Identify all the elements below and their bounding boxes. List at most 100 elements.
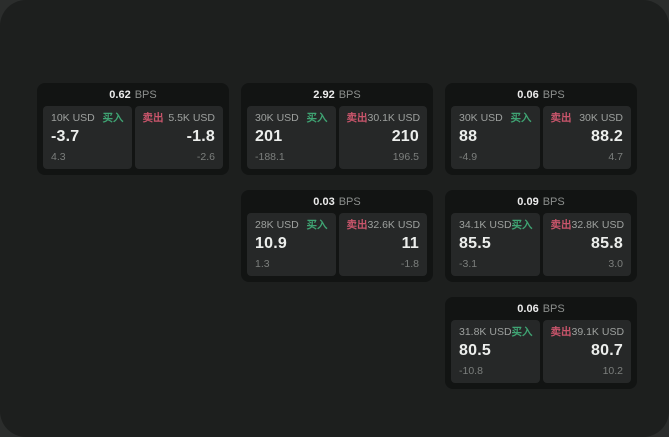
buy-side-label[interactable]: 买入 [102, 112, 124, 124]
buy-tile-header: 34.1K USD 买入 [459, 219, 533, 231]
buy-amount: 31.8K USD [459, 326, 512, 338]
sell-amount: 32.6K USD [367, 219, 421, 231]
spread-header: 2.92 BPS [241, 83, 433, 106]
spread-value: 0.09 [517, 196, 539, 208]
buy-change: -188.1 [255, 150, 285, 163]
buy-side-label[interactable]: 买入 [511, 326, 533, 338]
buy-change: -10.8 [459, 364, 483, 377]
sell-price: 210 [391, 127, 419, 145]
buy-side-label[interactable]: 买入 [510, 112, 532, 124]
buy-tile-header: 30K USD 买入 [459, 113, 532, 124]
buy-side-label[interactable]: 买入 [306, 112, 328, 124]
buy-change: 1.3 [255, 257, 270, 270]
spread-header: 0.62 BPS [37, 83, 229, 106]
bps-label: BPS [542, 303, 565, 315]
sell-amount: 30K USD [579, 112, 623, 124]
sell-change: -2.6 [196, 150, 215, 163]
bps-label: BPS [338, 89, 361, 101]
quote-card: 0.62 BPS 10K USD 买入 -3.7 4.3 卖出 [37, 83, 229, 175]
sell-change: 4.7 [608, 150, 623, 163]
sell-price: 88.2 [591, 127, 623, 145]
sell-price: 80.7 [591, 341, 623, 359]
buy-price: 85.5 [459, 234, 491, 252]
sell-tile-header: 卖出 32.8K USD [550, 219, 625, 231]
quote-card: 0.09 BPS 34.1K USD 买入 85.5 -3.1 卖出 [445, 190, 637, 282]
sell-amount: 30.1K USD [367, 112, 421, 124]
buy-price: 201 [255, 127, 283, 145]
card-body: 31.8K USD 买入 80.5 -10.8 卖出 39.1K USD 80.… [445, 320, 637, 389]
sell-tile-header: 卖出 30K USD [551, 113, 624, 124]
sell-tile-header: 卖出 5.5K USD [143, 113, 216, 124]
buy-tile[interactable]: 10K USD 买入 -3.7 4.3 [43, 106, 132, 169]
spread-value: 0.06 [517, 303, 539, 315]
sell-tile[interactable]: 卖出 32.6K USD 11 -1.8 [338, 213, 427, 276]
buy-price: 80.5 [459, 341, 491, 359]
sell-side-label[interactable]: 卖出 [346, 112, 368, 124]
sell-price: 85.8 [591, 234, 623, 252]
sell-amount: 32.8K USD [571, 219, 625, 231]
buy-change: 4.3 [51, 150, 66, 163]
spread-header: 0.09 BPS [445, 190, 637, 213]
bps-label: BPS [542, 89, 565, 101]
sell-side-label[interactable]: 卖出 [550, 326, 572, 338]
card-body: 34.1K USD 买入 85.5 -3.1 卖出 32.8K USD 85.8… [445, 213, 637, 282]
sell-tile[interactable]: 卖出 5.5K USD -1.8 -2.6 [134, 106, 223, 169]
sell-tile[interactable]: 卖出 30.1K USD 210 196.5 [338, 106, 427, 169]
sell-tile-header: 卖出 39.1K USD [550, 326, 625, 338]
buy-tile[interactable]: 30K USD 买入 88 -4.9 [451, 106, 540, 169]
buy-amount: 34.1K USD [459, 219, 512, 231]
buy-tile[interactable]: 28K USD 买入 10.9 1.3 [247, 213, 336, 276]
spread-value: 0.03 [313, 196, 335, 208]
sell-tile[interactable]: 卖出 30K USD 88.2 4.7 [542, 106, 631, 169]
quote-card: 0.06 BPS 31.8K USD 买入 80.5 -10.8 卖 [445, 297, 637, 389]
buy-tile-header: 30K USD 买入 [255, 113, 328, 124]
sell-price: 11 [401, 234, 419, 252]
buy-price: 88 [459, 127, 478, 145]
buy-tile[interactable]: 31.8K USD 买入 80.5 -10.8 [451, 320, 540, 383]
sell-side-label[interactable]: 卖出 [346, 219, 368, 231]
spread-value: 0.06 [517, 89, 539, 101]
sell-tile[interactable]: 卖出 32.8K USD 85.8 3.0 [542, 213, 631, 276]
buy-change: -3.1 [459, 257, 478, 270]
spread-value: 2.92 [313, 89, 335, 101]
bps-label: BPS [338, 196, 361, 208]
buy-price: -3.7 [51, 127, 80, 145]
buy-price: 10.9 [255, 234, 287, 252]
sell-amount: 39.1K USD [571, 326, 625, 338]
buy-tile-header: 10K USD 买入 [51, 113, 124, 124]
quote-card: 0.06 BPS 30K USD 买入 88 -4.9 卖出 [445, 83, 637, 175]
sell-change: 3.0 [608, 257, 623, 270]
card-body: 28K USD 买入 10.9 1.3 卖出 32.6K USD 11 -1.8 [241, 213, 433, 282]
sell-tile[interactable]: 卖出 39.1K USD 80.7 10.2 [542, 320, 631, 383]
sell-side-label[interactable]: 卖出 [142, 112, 164, 124]
sell-change: 196.5 [392, 150, 419, 163]
buy-amount: 30K USD [255, 112, 299, 124]
card-body: 10K USD 买入 -3.7 4.3 卖出 5.5K USD -1.8 -2.… [37, 106, 229, 175]
sell-tile-header: 卖出 32.6K USD [346, 219, 421, 231]
card-body: 30K USD 买入 88 -4.9 卖出 30K USD 88.2 4.7 [445, 106, 637, 175]
spread-header: 0.03 BPS [241, 190, 433, 213]
spread-header: 0.06 BPS [445, 83, 637, 106]
buy-change: -4.9 [459, 150, 478, 163]
buy-tile[interactable]: 34.1K USD 买入 85.5 -3.1 [451, 213, 540, 276]
spread-header: 0.06 BPS [445, 297, 637, 320]
quotes-grid: 0.62 BPS 10K USD 买入 -3.7 4.3 卖出 [37, 83, 637, 389]
buy-amount: 10K USD [51, 112, 95, 124]
sell-side-label[interactable]: 卖出 [550, 219, 572, 231]
card-body: 30K USD 买入 201 -188.1 卖出 30.1K USD 210 1… [241, 106, 433, 175]
spread-value: 0.62 [109, 89, 131, 101]
quote-card: 0.03 BPS 28K USD 买入 10.9 1.3 卖出 [241, 190, 433, 282]
sell-price: -1.8 [186, 127, 215, 145]
sell-side-label[interactable]: 卖出 [550, 112, 572, 124]
buy-amount: 30K USD [459, 112, 503, 124]
sell-amount: 5.5K USD [168, 112, 215, 124]
buy-amount: 28K USD [255, 219, 299, 231]
buy-side-label[interactable]: 买入 [511, 219, 533, 231]
bps-label: BPS [542, 196, 565, 208]
buy-tile[interactable]: 30K USD 买入 201 -188.1 [247, 106, 336, 169]
sell-tile-header: 卖出 30.1K USD [346, 112, 421, 124]
buy-side-label[interactable]: 买入 [306, 219, 328, 231]
bps-label: BPS [134, 89, 157, 101]
